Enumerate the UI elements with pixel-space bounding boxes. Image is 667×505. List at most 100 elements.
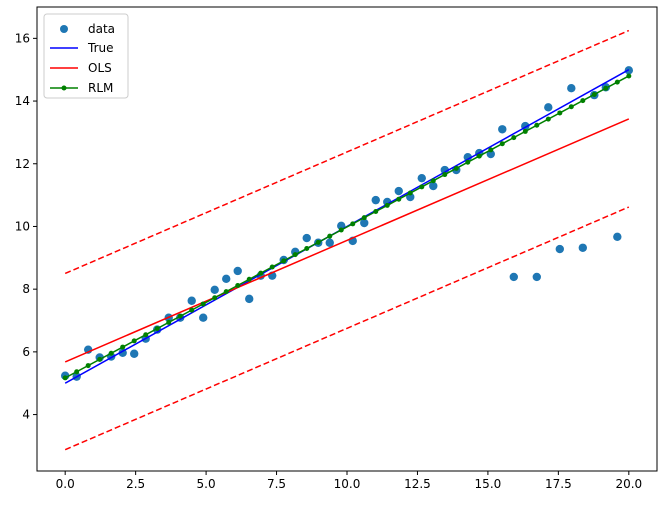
- data-point: [371, 195, 380, 205]
- ols-line: [64, 118, 630, 363]
- rlm-point: [200, 301, 206, 307]
- rlm-point: [430, 178, 436, 184]
- rlm-point: [545, 116, 551, 122]
- data-point: [210, 285, 219, 294]
- rlm-point: [603, 85, 609, 91]
- rlm-point: [511, 135, 517, 141]
- legend: data True OLS RLM: [43, 13, 129, 99]
- data-point: [498, 125, 507, 134]
- rlm-line: [64, 75, 630, 379]
- data-point: [199, 313, 208, 322]
- y-tick-label: 4: [22, 408, 30, 422]
- data-point: [613, 232, 622, 242]
- rlm-point: [361, 215, 367, 221]
- rlm-point: [384, 202, 390, 208]
- legend-label-rlm: RLM: [88, 81, 113, 95]
- plot-frame: [36, 6, 658, 472]
- x-tick-label: 12.5: [404, 477, 431, 491]
- rlm-point: [304, 245, 310, 251]
- rlm-point: [534, 122, 540, 128]
- data-point: [245, 294, 254, 304]
- rlm-point: [350, 221, 356, 227]
- rlm-point: [74, 369, 80, 375]
- rlm-point: [166, 319, 172, 325]
- data-point: [222, 274, 231, 284]
- rlm-point: [97, 356, 103, 362]
- x-tick-label: 10.0: [334, 477, 361, 491]
- y-tick-label: 16: [15, 31, 30, 45]
- rlm-point: [131, 338, 137, 344]
- data-point: [567, 84, 576, 93]
- ols-upper-bound: [64, 29, 630, 275]
- legend-marker-data: [60, 25, 68, 33]
- ols-lower-bound: [64, 206, 630, 451]
- x-tick-label: 2.5: [126, 477, 145, 491]
- x-tick-label: 5.0: [197, 477, 216, 491]
- data-point: [302, 233, 311, 243]
- data-point: [129, 349, 139, 358]
- rlm-point: [442, 172, 448, 178]
- rlm-point: [338, 227, 344, 233]
- rlm-point: [62, 375, 68, 381]
- y-tick-label: 8: [22, 282, 30, 296]
- legend-label-ols: OLS: [88, 61, 112, 75]
- rlm-point: [591, 91, 597, 97]
- rlm-point: [235, 282, 241, 288]
- rlm-point: [212, 295, 218, 301]
- data-point: [463, 152, 472, 162]
- rlm-point: [258, 270, 264, 276]
- data-point: [532, 272, 541, 282]
- rlm-point: [292, 252, 298, 258]
- data-point: [555, 244, 565, 254]
- rlm-point: [373, 209, 379, 215]
- rlm-point: [327, 233, 333, 239]
- y-tick-label: 12: [15, 157, 30, 171]
- rlm-point: [189, 307, 195, 313]
- x-tick-label: 15.0: [475, 477, 502, 491]
- rlm-point: [465, 159, 471, 165]
- x-tick-label: 7.5: [267, 477, 286, 491]
- rlm-point: [396, 196, 402, 202]
- rlm-point: [580, 98, 586, 104]
- data-point: [360, 218, 369, 228]
- rlm-point: [143, 332, 149, 338]
- rlm-point: [269, 264, 275, 270]
- y-tick-label: 10: [15, 219, 30, 233]
- data-point: [440, 165, 449, 175]
- data-point: [509, 272, 518, 282]
- data-point: [187, 296, 196, 305]
- data-point: [544, 103, 553, 112]
- rlm-point: [488, 147, 494, 153]
- rlm-point: [177, 313, 183, 319]
- rlm-point: [522, 128, 528, 134]
- data-point: [233, 266, 242, 276]
- y-tick-label: 6: [22, 345, 30, 359]
- data-point: [325, 238, 334, 247]
- rlm-point: [407, 190, 413, 196]
- rlm-point: [557, 110, 563, 116]
- rlm-point: [419, 184, 425, 190]
- data-point: [429, 181, 438, 191]
- legend-label-data: data: [88, 22, 115, 36]
- x-tick-label: 0.0: [56, 477, 75, 491]
- rlm-point: [614, 79, 620, 85]
- rlm-point: [108, 350, 114, 356]
- rlm-point: [85, 363, 91, 369]
- rlm-point: [499, 141, 505, 147]
- data-point: [417, 173, 426, 183]
- legend-label-true: True: [87, 41, 114, 55]
- rlm-point: [453, 165, 459, 171]
- rlm-point: [246, 276, 252, 282]
- rlm-point: [154, 326, 160, 332]
- rlm-point: [568, 104, 574, 110]
- x-tick-label: 20.0: [615, 477, 642, 491]
- rlm-point: [476, 153, 482, 159]
- data-point: [486, 149, 495, 159]
- rlm-point: [281, 258, 287, 264]
- data-point: [394, 186, 403, 196]
- rlm-point: [626, 73, 632, 79]
- rlm-point: [315, 239, 321, 245]
- data-point: [578, 243, 588, 252]
- rlm-point: [120, 344, 126, 350]
